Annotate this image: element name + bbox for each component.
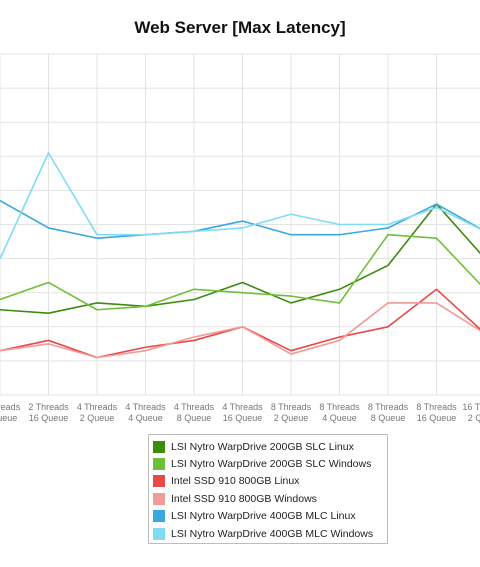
legend-swatch	[153, 492, 165, 505]
series-line	[0, 203, 480, 314]
legend-label: LSI Nytro WarpDrive 400GB MLC Linux	[171, 510, 356, 523]
x-tick-label: 4 Threads 2 Queue	[77, 402, 118, 423]
series-line	[0, 288, 480, 359]
legend-label: Intel SSD 910 800GB Windows	[171, 492, 317, 505]
legend-item: LSI Nytro WarpDrive 400GB MLC Linux	[153, 508, 387, 525]
series-line	[0, 233, 480, 311]
legend-swatch	[153, 458, 165, 471]
legend-item: Intel SSD 910 800GB Linux	[153, 473, 387, 490]
x-tick-label: 4 Threads 4 Queue	[125, 402, 166, 423]
x-tick-label: 8 Threads 16 Queue	[416, 402, 457, 423]
legend-swatch	[153, 440, 165, 453]
legend-swatch	[153, 510, 165, 523]
x-tick-label: 4 Threads 8 Queue	[174, 402, 215, 423]
chart-title: Web Server [Max Latency]	[134, 18, 346, 37]
series-line	[0, 302, 480, 359]
legend-item: LSI Nytro WarpDrive 200GB SLC Linux	[153, 438, 387, 455]
series-lines	[0, 152, 480, 359]
legend: LSI Nytro WarpDrive 200GB SLC Linux LSI N…	[148, 434, 388, 544]
legend-item: LSI Nytro WarpDrive 400GB MLC Windows	[153, 525, 387, 542]
legend-label: LSI Nytro WarpDrive 200GB SLC Linux	[171, 440, 354, 453]
legend-item: LSI Nytro WarpDrive 200GB SLC Windows	[153, 455, 387, 472]
x-tick-label: 8 Threads 8 Queue	[368, 402, 409, 423]
x-tick-label: 8 Threads 4 Queue	[319, 402, 360, 423]
legend-swatch	[153, 527, 165, 540]
grid-lines	[0, 53, 480, 396]
legend-swatch	[153, 475, 165, 488]
legend-item: Intel SSD 910 800GB Windows	[153, 490, 387, 507]
legend-label: LSI Nytro WarpDrive 200GB SLC Windows	[171, 458, 372, 471]
legend-label: Intel SSD 910 800GB Linux	[171, 475, 300, 488]
x-tick-label: 2 Threads 16 Queue	[28, 402, 69, 423]
x-tick-label: 4 Threads 16 Queue	[222, 402, 263, 423]
series-line	[0, 152, 480, 259]
legend-label: LSI Nytro WarpDrive 400GB MLC Windows	[171, 527, 374, 540]
series-line	[0, 199, 480, 239]
x-tick-label: 8 Threads 2 Queue	[271, 402, 312, 423]
